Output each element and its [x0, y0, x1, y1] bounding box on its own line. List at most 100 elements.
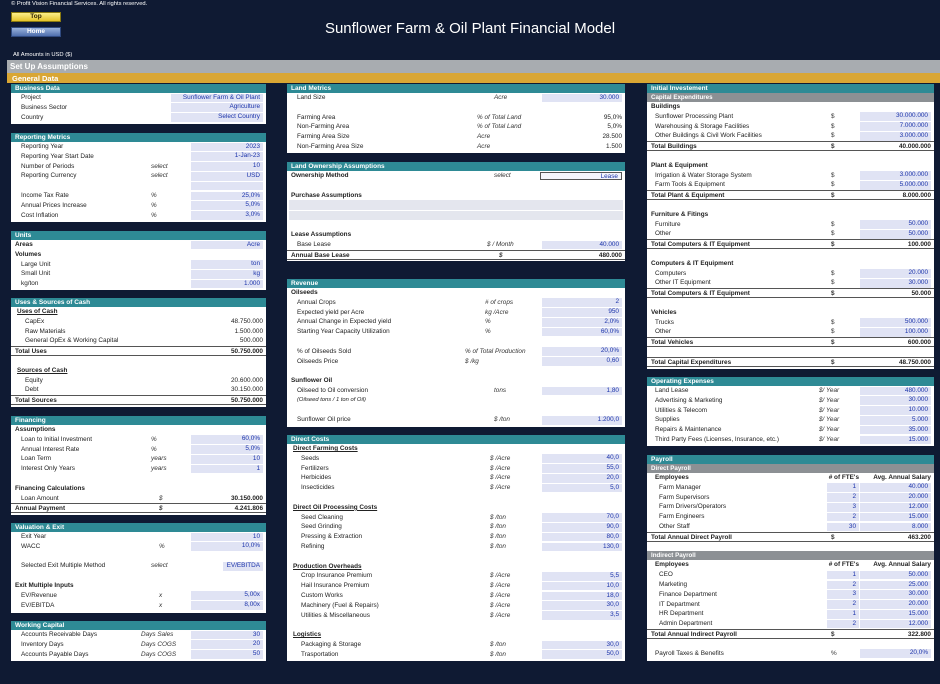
fte-value[interactable]: 3 [827, 590, 859, 599]
row-value[interactable]: 5,5 [542, 571, 622, 581]
row-value[interactable]: ton [191, 260, 263, 269]
fte-value[interactable]: 2 [827, 493, 859, 502]
exit-method-value[interactable]: EV/EBITDA [223, 561, 263, 571]
row-value[interactable]: kg [191, 269, 263, 279]
salary-value[interactable]: 15.000 [860, 609, 931, 619]
row-value[interactable]: 50,0 [542, 650, 622, 659]
row-value[interactable]: 20.000 [860, 269, 931, 278]
row-value[interactable]: 0,60 [542, 357, 622, 366]
salary-value[interactable]: 40.000 [860, 483, 931, 492]
row-value[interactable]: 3.000.000 [860, 131, 931, 141]
row-value[interactable]: 50.000 [860, 229, 931, 239]
row-value[interactable]: 2 [542, 298, 622, 307]
row-value[interactable]: 80,0 [542, 532, 622, 542]
row-value[interactable]: 35.000 [860, 425, 931, 435]
row-value[interactable]: 5.000.000 [860, 180, 931, 190]
fte-value[interactable]: 2 [827, 600, 859, 609]
areas-value[interactable]: Acre [191, 240, 263, 250]
row-value[interactable]: 5,00x [191, 591, 263, 600]
row-value[interactable]: 10.000 [860, 406, 931, 415]
row-value[interactable]: 10 [191, 162, 263, 171]
row-value[interactable]: 20 [191, 640, 263, 649]
row-value[interactable]: 15.000 [860, 435, 931, 445]
base-lease-value[interactable]: 40.000 [542, 240, 622, 250]
top-button[interactable]: Top [11, 12, 61, 22]
spacer [287, 181, 625, 191]
fte-value[interactable]: 2 [827, 619, 859, 629]
row-value[interactable]: 18,0 [542, 591, 622, 601]
salary-value[interactable]: 30.000 [860, 590, 931, 599]
fte-value[interactable]: 1 [827, 483, 859, 492]
salary-value[interactable]: 8.000 [860, 522, 931, 532]
salary-value[interactable]: 20.000 [860, 493, 931, 502]
row-value[interactable]: 1.000 [191, 279, 263, 289]
row-value[interactable]: 2023 [191, 142, 263, 152]
salary-value[interactable]: 12.000 [860, 619, 931, 629]
row-value[interactable]: 60,0% [542, 327, 622, 337]
row-value[interactable]: 480.000 [860, 386, 931, 396]
row-value[interactable] [191, 181, 263, 191]
row-value[interactable]: 5,0% [191, 201, 263, 210]
row-value[interactable]: 25,0% [191, 191, 263, 201]
row-value[interactable]: 50.000 [860, 220, 931, 229]
row-value[interactable]: 130,0 [542, 542, 622, 552]
fte-value[interactable]: 2 [827, 512, 859, 522]
row-value[interactable]: 8,00x [191, 601, 263, 610]
row-label: Direct Oil Processing Costs [293, 503, 378, 511]
row-value[interactable]: 30.000 [860, 396, 931, 405]
row-value[interactable]: 30.000 [860, 278, 931, 288]
row-value[interactable]: 2,0% [542, 317, 622, 327]
salary-value[interactable]: 15.000 [860, 512, 931, 522]
row-value[interactable]: 5.000 [860, 415, 931, 425]
row-value[interactable]: 10 [191, 454, 263, 464]
row-value[interactable]: 20,0 [542, 473, 622, 483]
land-size-value[interactable]: 30.000 [542, 93, 622, 103]
row-value[interactable]: 10 [191, 532, 263, 542]
row-value[interactable]: 950 [542, 308, 622, 317]
row-value[interactable]: USD [191, 171, 263, 181]
row-value[interactable]: Sunflower Farm & Oil Plant [171, 93, 263, 103]
purchase-input-area[interactable] [289, 210, 623, 221]
salary-value[interactable]: 50.000 [860, 570, 931, 580]
row-value[interactable]: 30,0 [542, 640, 622, 650]
row-value[interactable]: 30,0 [542, 601, 622, 610]
row-value[interactable]: 10,0 [542, 581, 622, 591]
row-value[interactable]: 30 [191, 630, 263, 640]
row-value[interactable]: 70,0 [542, 513, 622, 522]
row-value[interactable]: 30.000.000 [860, 112, 931, 121]
row-value[interactable]: 50 [191, 650, 263, 659]
row-value[interactable]: 7.000.000 [860, 122, 931, 131]
salary-value[interactable]: 20.000 [860, 600, 931, 609]
fte-value[interactable]: 2 [827, 580, 859, 590]
oil-price-value[interactable]: 1.200,0 [542, 415, 622, 425]
home-button[interactable]: Home [11, 27, 61, 37]
row-value[interactable]: 5,0% [191, 445, 263, 454]
salary-value[interactable]: 25.000 [860, 580, 931, 590]
fte-value[interactable]: 1 [827, 570, 859, 580]
purchase-input-area[interactable] [289, 200, 623, 210]
data-row: Fertilizers $ /Acre 55,0 [287, 464, 625, 474]
conversion-value[interactable]: 1,80 [542, 386, 622, 396]
fte-value[interactable]: 1 [827, 609, 859, 619]
row-value[interactable]: 1 [191, 464, 263, 474]
fte-value[interactable]: 30 [827, 522, 859, 532]
row-value[interactable]: 100.000 [860, 327, 931, 337]
row-value[interactable]: Agriculture [171, 103, 263, 112]
salary-value[interactable]: 12.000 [860, 502, 931, 512]
row-value[interactable]: 3,5 [542, 611, 622, 620]
row-value[interactable]: 20,0% [542, 347, 622, 356]
row-value[interactable]: 40,0 [542, 454, 622, 463]
row-value[interactable]: 55,0 [542, 464, 622, 473]
row-value[interactable]: Select Country [171, 113, 263, 122]
ownership-method-dropdown[interactable]: Lease [540, 171, 622, 181]
row-value[interactable]: 60,0% [191, 435, 263, 444]
row-value[interactable]: 5,0 [542, 483, 622, 493]
row-value[interactable]: 1-Jan-23 [191, 152, 263, 161]
row-value[interactable]: 90,0 [542, 522, 622, 532]
payroll-taxes-value[interactable]: 20,0% [860, 649, 931, 658]
row-value[interactable]: 500.000 [860, 318, 931, 327]
row-value[interactable]: 3,0% [191, 211, 263, 220]
row-value[interactable]: 3.000.000 [860, 171, 931, 180]
fte-value[interactable]: 3 [827, 502, 859, 512]
row-value[interactable]: 10,0% [191, 542, 263, 551]
